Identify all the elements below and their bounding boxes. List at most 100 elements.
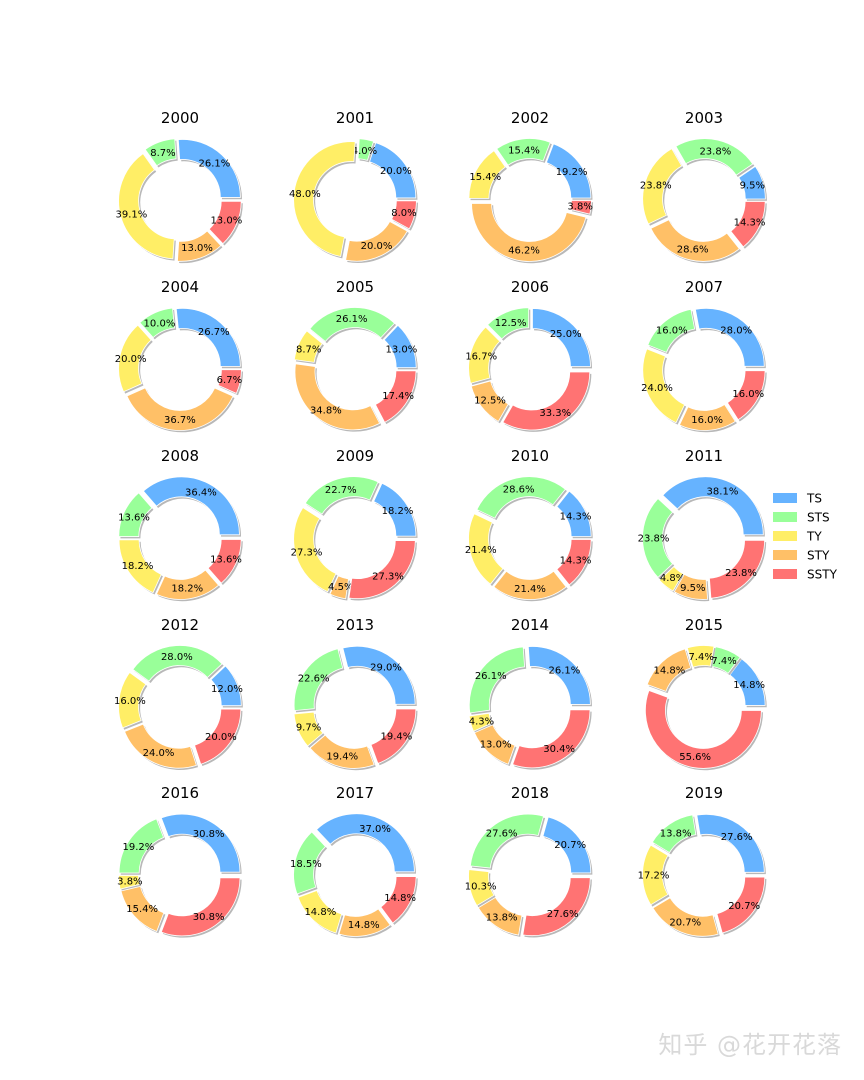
slice-SSTY — [194, 708, 242, 765]
slice-STY — [652, 897, 719, 937]
slice-label: 14.8% — [733, 680, 765, 691]
slice-label: 28.0% — [161, 652, 193, 663]
slice-TY — [118, 153, 175, 260]
slice-label: 20.7% — [728, 901, 760, 912]
slice-TS — [383, 324, 417, 369]
slice-label: 7.4% — [711, 656, 736, 667]
slice-label: 30.4% — [543, 744, 575, 755]
slice-STS — [711, 646, 741, 674]
slice-SSTY — [556, 539, 592, 586]
slice-label: 4.0% — [352, 146, 377, 157]
slice-TY — [293, 507, 337, 593]
slice-STS — [309, 307, 396, 343]
slice-label: 27.6% — [547, 909, 579, 920]
chart-title: 2008 — [161, 447, 199, 465]
slice-label: 18.2% — [122, 561, 154, 572]
chart-title: 2009 — [336, 447, 374, 465]
slice-STS — [304, 476, 379, 515]
slice-label: 16.0% — [114, 696, 146, 707]
slice-STS — [293, 831, 327, 895]
chart-title: 2005 — [336, 278, 374, 296]
slice-label: 8.0% — [391, 208, 416, 219]
slice-TY — [686, 645, 715, 668]
slice-TY — [293, 711, 324, 747]
chart-title: 2007 — [685, 278, 723, 296]
slice-STY — [309, 734, 375, 769]
slice-STY — [673, 573, 709, 600]
slice-label: 13.0% — [210, 216, 242, 227]
chart-title: 2012 — [161, 616, 199, 634]
slice-SSTY — [391, 200, 417, 230]
slice-TS — [556, 490, 592, 537]
slice-label: 28.6% — [503, 484, 535, 495]
slice-SSTY — [726, 370, 766, 421]
slice-TY — [468, 712, 493, 732]
slice-STY — [678, 404, 736, 431]
slice-TS — [729, 658, 766, 706]
slice-STY — [294, 363, 381, 431]
slice-TY — [642, 348, 686, 424]
chart-title: 2014 — [511, 616, 549, 634]
slice-STS — [132, 645, 223, 682]
slice-label: 14.8% — [654, 666, 686, 677]
slice-STY — [155, 569, 220, 600]
slice-label: 7.4% — [688, 652, 713, 663]
slice-TY — [118, 539, 162, 594]
slice-label: 12.5% — [495, 318, 527, 329]
slice-TY — [118, 671, 147, 729]
slice-STS — [675, 138, 754, 176]
chart-title: 2015 — [685, 616, 723, 634]
slice-label: 26.7% — [198, 327, 230, 338]
slice-label: 19.2% — [556, 167, 588, 178]
slice-label: 27.3% — [291, 548, 323, 559]
slice-label: 13.8% — [660, 829, 692, 840]
slice-label: 13.0% — [385, 344, 417, 355]
slice-label: 13.6% — [118, 513, 150, 524]
slice-STS — [118, 818, 165, 874]
slice-label: 19.4% — [326, 751, 358, 762]
slice-label: 30.8% — [193, 912, 225, 923]
legend-label: STY — [807, 549, 830, 563]
slice-label: 13.0% — [480, 739, 512, 750]
slice-STY — [345, 220, 408, 262]
slice-label: 23.8% — [640, 181, 672, 192]
donut-2006: 2006 25.0% 12.5% 16.7% 12.5% 33.3% — [465, 278, 593, 432]
slice-label: 4.8% — [660, 573, 685, 584]
slice-label: 24.0% — [641, 383, 673, 394]
slice-label: 38.1% — [707, 486, 739, 497]
donut-2010: 2010 14.3% 28.6% 21.4% 21.4% 14.3% — [465, 447, 593, 602]
slice-STY — [329, 575, 349, 600]
slice-label: 27.6% — [721, 832, 753, 843]
slice-label: 20.0% — [205, 732, 237, 743]
slice-label: 23.8% — [638, 534, 670, 545]
chart-title: 2010 — [511, 447, 549, 465]
slice-label: 55.6% — [679, 752, 711, 763]
legend-swatch — [773, 512, 797, 522]
slice-TY — [468, 513, 504, 585]
slice-TS — [369, 142, 417, 199]
slice-STY — [338, 908, 391, 937]
slice-label: 21.4% — [465, 545, 497, 556]
donut-2004: 2004 26.7% 10.0% 20.0% 36.7% 6.7% — [115, 278, 244, 433]
slice-TY — [118, 875, 141, 890]
slice-label: 14.3% — [560, 512, 592, 523]
slice-STY — [120, 885, 165, 933]
chart-title: 2018 — [511, 784, 549, 802]
slice-SSTY — [522, 877, 591, 936]
slice-TS — [373, 482, 417, 537]
chart-title: 2003 — [685, 109, 723, 127]
slice-SSTY — [380, 876, 417, 924]
chart-title: 2016 — [161, 784, 199, 802]
donut-2016: 2016 30.8% 19.2% 3.8% 15.4% 30.8% — [117, 784, 242, 938]
slice-label: 15.4% — [469, 172, 501, 183]
slice-label: 36.4% — [185, 488, 217, 499]
slice-label: 16.0% — [656, 326, 688, 337]
slice-label: 18.2% — [171, 583, 203, 594]
slice-STY — [124, 723, 197, 769]
slice-STY — [126, 387, 234, 431]
slice-STY — [650, 219, 740, 262]
slice-TY — [642, 844, 669, 906]
slice-STS — [357, 138, 375, 161]
slice-label: 4.3% — [469, 716, 494, 727]
slice-label: 26.1% — [549, 666, 581, 677]
